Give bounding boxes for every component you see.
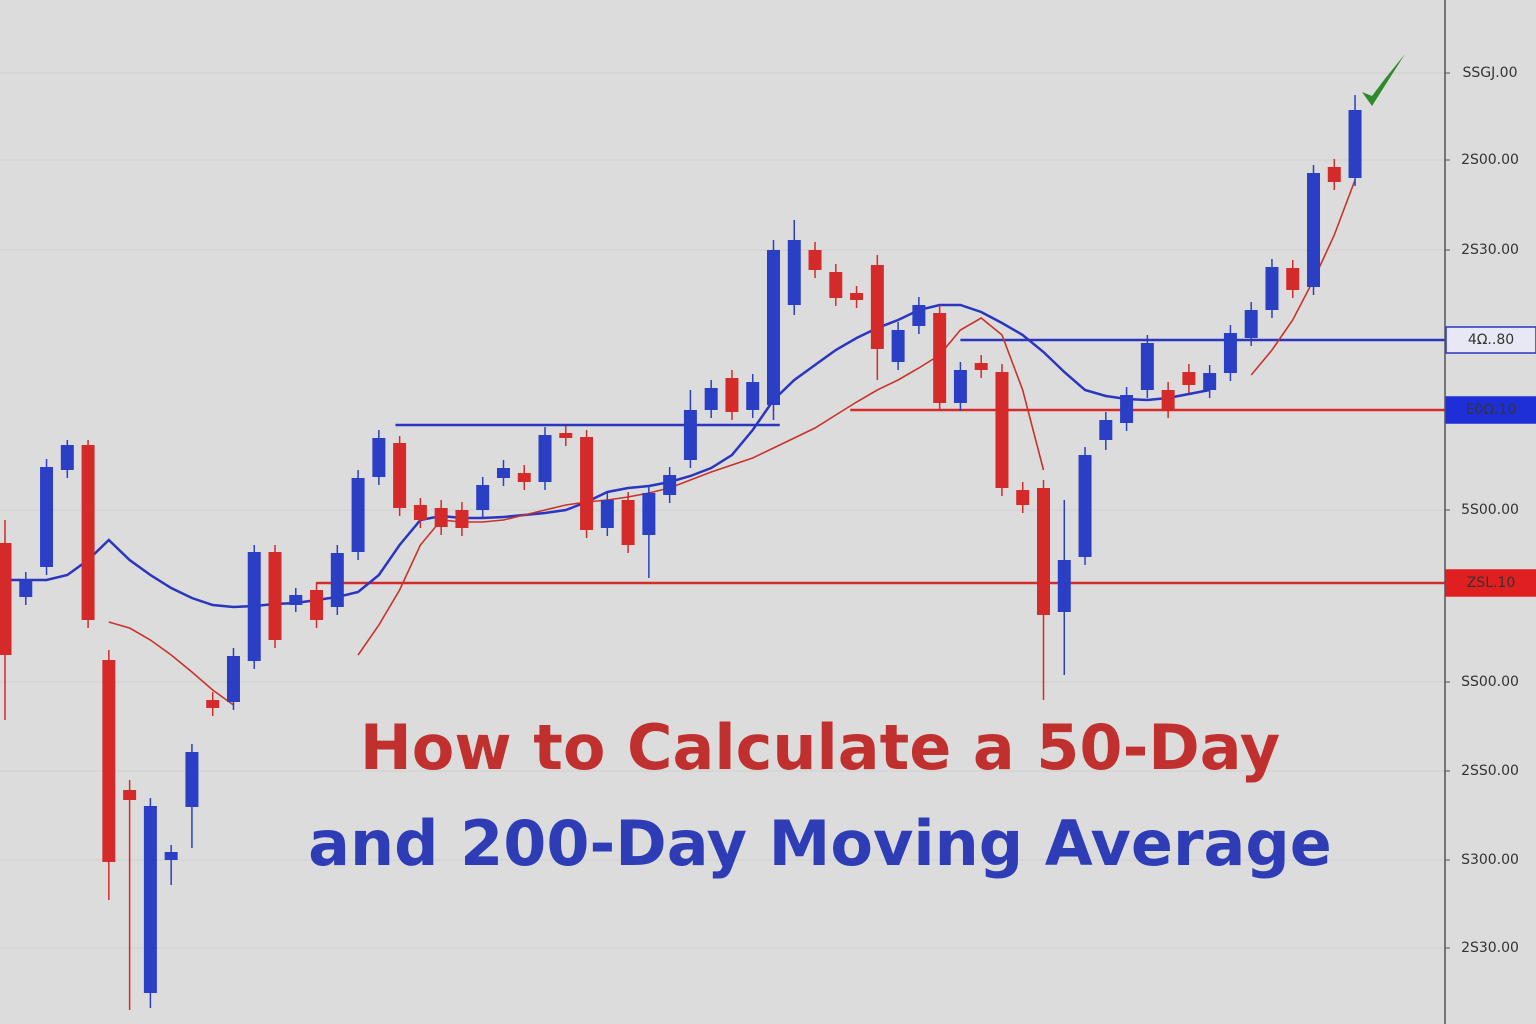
candle-body: [953, 370, 967, 403]
candle-body: [517, 473, 531, 482]
level-label-box: [1445, 569, 1536, 597]
level-label-box: [1445, 326, 1536, 354]
moving-average-line: [108, 621, 234, 706]
candle-body: [1078, 455, 1092, 557]
candle-body: [206, 700, 220, 708]
candle-body: [1120, 395, 1134, 423]
candle-body: [330, 553, 344, 607]
y-tick-label: 5S00.00: [1461, 502, 1519, 518]
candle-body: [476, 485, 490, 510]
candle-body: [600, 500, 614, 528]
candle-body: [642, 493, 656, 535]
candle-body: [766, 250, 780, 405]
candle-body: [1161, 390, 1175, 410]
candle-body: [434, 508, 448, 527]
title-line: How to Calculate a 50-Day: [360, 711, 1280, 784]
candle-body: [1348, 110, 1362, 178]
candle-body: [725, 378, 739, 412]
y-tick-label: S300.00: [1461, 852, 1519, 868]
candle-body: [185, 752, 199, 807]
candle-body: [19, 580, 33, 597]
candle-body: [351, 478, 365, 552]
candle-body: [1203, 373, 1217, 390]
candle-body: [746, 382, 760, 410]
candle-body: [1182, 372, 1196, 385]
candle-body: [559, 433, 573, 438]
candles: [0, 95, 1362, 1010]
candle-body: [1140, 343, 1154, 390]
candle-body: [1265, 267, 1279, 310]
candle-body: [1223, 333, 1237, 373]
candle-body: [933, 313, 947, 403]
moving-average-line: [1250, 179, 1356, 376]
candle-body: [247, 552, 261, 661]
candle-body: [850, 293, 864, 300]
candle-body: [40, 467, 54, 567]
candle-body: [496, 468, 510, 478]
candle-body: [829, 272, 843, 298]
level-label-box: [1445, 396, 1536, 424]
y-tick-label: 2S00.00: [1461, 152, 1519, 168]
candle-body: [1057, 560, 1071, 612]
candle-body: [1307, 173, 1321, 287]
candle-body: [268, 552, 282, 640]
candle-body: [580, 437, 594, 530]
candle-body: [870, 265, 884, 349]
level-label: 4Ω..80: [1468, 332, 1514, 348]
title-line: and 200-Day Moving Average: [308, 807, 1332, 880]
candle-body: [538, 435, 552, 482]
candle-body: [891, 330, 905, 362]
candle-body: [455, 510, 469, 528]
y-tick-label: 2SS0.00: [1461, 763, 1519, 779]
candle-body: [808, 250, 822, 270]
candle-body: [974, 363, 988, 370]
candle-body: [102, 660, 116, 862]
candle-body: [663, 475, 677, 495]
candle-body: [60, 445, 74, 470]
candle-body: [143, 806, 157, 993]
candle-body: [704, 388, 718, 410]
candle-body: [0, 543, 12, 655]
candle-body: [393, 443, 407, 508]
candle-body: [787, 240, 801, 305]
candle-body: [1099, 420, 1113, 440]
candle-body: [289, 595, 303, 605]
candle-body: [226, 656, 240, 702]
level-label: E0Ω.10: [1466, 402, 1517, 418]
levels: 4Ω..80 E0Ω.10 ZSL.10: [316, 326, 1536, 597]
candle-body: [413, 505, 427, 520]
candle-body: [912, 305, 926, 326]
moving-average-line: [357, 317, 1045, 656]
y-tick-label: SS00.00: [1461, 674, 1519, 690]
candle-body: [1016, 490, 1030, 505]
level-label: ZSL.10: [1467, 575, 1516, 591]
y-tick-label: 2S30.00: [1461, 940, 1519, 956]
candle-body: [310, 590, 324, 620]
candle-body: [1327, 167, 1341, 182]
y-tick-label: 2S30.00: [1461, 242, 1519, 258]
candle-body: [81, 445, 95, 620]
candle-body: [123, 790, 137, 800]
candle-body: [995, 372, 1009, 488]
candle-body: [683, 410, 697, 460]
candle-body: [621, 500, 635, 545]
candle-body: [372, 438, 386, 477]
candle-body: [1244, 310, 1258, 338]
grid: [0, 72, 1445, 949]
candle-body: [1037, 488, 1050, 615]
candle-body: [164, 852, 178, 860]
y-axis: SSGJ.00 2S00.00 2S30.00 5S00.00 SS00.00 2SS0.…: [1445, 65, 1519, 956]
y-tick-label: SSGJ.00: [1462, 65, 1517, 81]
candle-body: [1286, 268, 1300, 290]
